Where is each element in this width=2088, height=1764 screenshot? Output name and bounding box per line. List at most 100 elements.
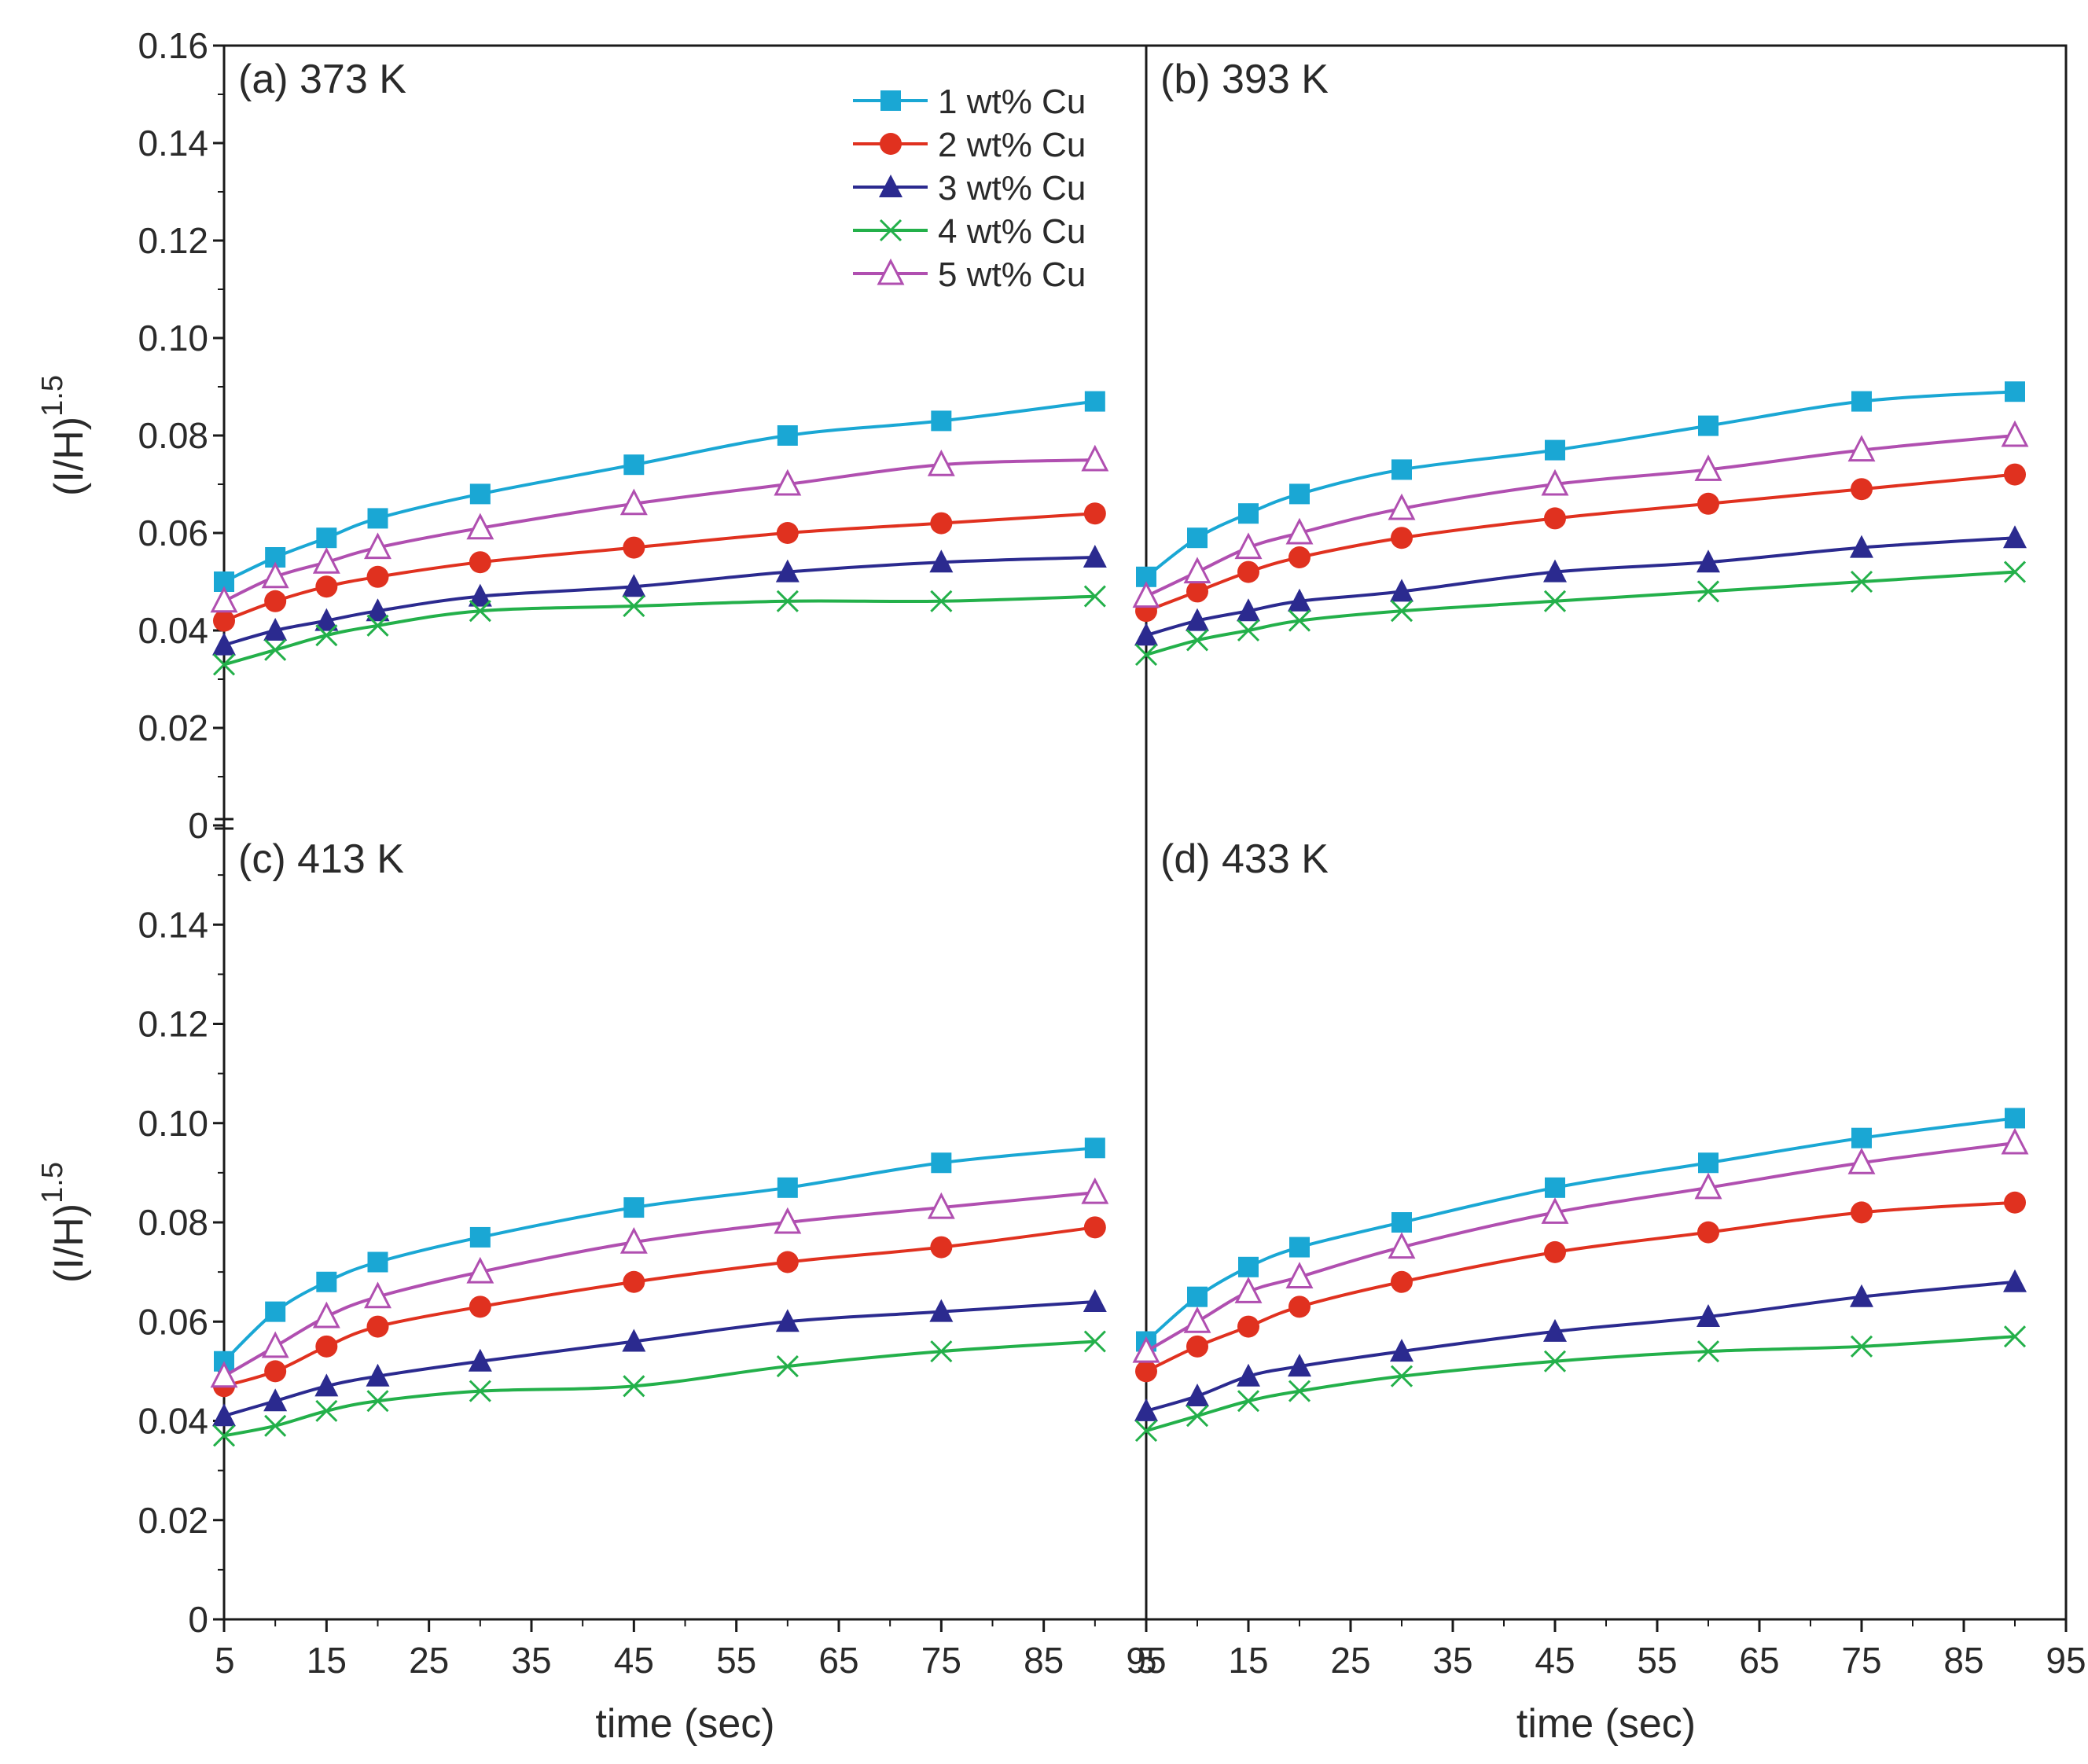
y-tick-label: 0.10: [138, 1103, 208, 1144]
data-point: [1083, 585, 1106, 608]
data-point: [1132, 1336, 1160, 1363]
data-point: [1237, 619, 1260, 642]
series-1-wt-cu: [214, 1137, 1105, 1372]
data-point: [777, 1177, 798, 1198]
data-point: [1390, 579, 1413, 602]
data-point: [776, 590, 799, 612]
data-point: [1696, 549, 1720, 573]
y-axis-title: (I/H)1.5: [36, 375, 92, 496]
data-point: [466, 1256, 494, 1284]
series-5-wt-cu: [1132, 1127, 2029, 1363]
data-point: [1696, 1340, 1720, 1363]
data-point: [1238, 1256, 1259, 1277]
data-point: [2003, 1269, 2027, 1292]
data-point: [1544, 507, 1566, 530]
data-point: [212, 653, 236, 676]
data-point: [619, 488, 648, 516]
data-point: [1285, 517, 1314, 545]
data-point: [316, 527, 337, 549]
data-point: [1134, 623, 1158, 646]
data-point: [1237, 560, 1259, 583]
axis-ticks: [213, 44, 2068, 1632]
y-tick-label: 0.06: [138, 513, 208, 553]
x-tick-label: 85: [1024, 1640, 1064, 1681]
data-point: [469, 1226, 491, 1248]
chart-frame: [215, 44, 2068, 1621]
x-tick-label: 65: [818, 1640, 858, 1681]
series-line: [1145, 1335, 2016, 1433]
data-point: [366, 565, 389, 588]
series-5-wt-cu: [1132, 420, 2029, 608]
data-point: [314, 1373, 339, 1397]
svg-text:(I/H)1.5: (I/H)1.5: [36, 375, 92, 496]
series-5-wt-cu: [210, 1177, 1109, 1388]
series-2-wt-cu: [213, 502, 1106, 632]
y-tick-label: 0.02: [138, 707, 208, 748]
y-axis-title-exp: 1.5: [36, 375, 69, 417]
data-point: [1186, 1383, 1209, 1406]
data-point: [213, 609, 235, 632]
data-point: [1847, 1147, 1876, 1174]
series-line: [1145, 472, 2016, 613]
data-point: [622, 1329, 646, 1352]
data-point: [364, 1281, 392, 1309]
data-point: [1081, 1177, 1109, 1204]
data-point: [1543, 1318, 1567, 1342]
data-point: [1698, 415, 1719, 436]
data-point: [1694, 454, 1722, 481]
data-point: [1850, 570, 1873, 594]
data-point: [1234, 1277, 1263, 1303]
data-point: [776, 522, 799, 544]
x-axis-title: time (sec): [595, 1701, 774, 1747]
series-2-wt-cu: [1135, 1191, 2026, 1383]
data-point: [774, 1207, 802, 1234]
data-point: [364, 532, 392, 560]
data-point: [1850, 1284, 1873, 1307]
x-tick-label: 5: [1137, 1640, 1157, 1681]
panel-label: (a) 373 K: [238, 57, 406, 102]
legend-entry: 1 wt% Cu: [853, 83, 1086, 121]
data-point: [1850, 1335, 1873, 1358]
series-5-wt-cu: [210, 444, 1109, 613]
data-point: [1134, 1420, 1158, 1442]
data-point: [1541, 1197, 1569, 1224]
data-point: [264, 638, 287, 661]
data-point: [623, 1270, 645, 1293]
series-line: [223, 512, 1095, 623]
data-point: [212, 1403, 236, 1427]
data-point: [1187, 527, 1208, 549]
data-point: [312, 1301, 340, 1329]
y-tick-label: 0.02: [138, 1500, 208, 1541]
data-point: [2005, 1108, 2025, 1129]
x-tick-label: 55: [716, 1640, 756, 1681]
x-tick-label: 5: [215, 1640, 235, 1681]
data-point: [1847, 435, 1876, 462]
data-point: [1391, 459, 1412, 480]
data-point: [1851, 1201, 1873, 1224]
data-point: [1694, 1172, 1722, 1200]
data-point: [1187, 1286, 1208, 1307]
data-point: [929, 549, 954, 573]
panel-b: [1132, 381, 2029, 667]
data-point: [623, 454, 645, 476]
x-tick-label: 95: [2046, 1640, 2086, 1681]
data-point: [366, 614, 389, 637]
legend-entry: 5 wt% Cu: [853, 255, 1086, 294]
data-point: [1288, 546, 1311, 568]
data-point: [264, 590, 287, 612]
data-point: [930, 1340, 953, 1363]
panel-a: [210, 391, 1109, 676]
y-tick-label: 0.16: [138, 25, 208, 66]
legend-entry: 4 wt% Cu: [853, 212, 1086, 251]
y-tick-label: 0.14: [138, 123, 208, 164]
data-point: [1391, 1270, 1413, 1293]
series-line: [1145, 1200, 2016, 1373]
data-point: [1237, 1315, 1259, 1338]
panel-label: (b) 393 K: [1160, 57, 1329, 102]
y-tick-label: 0.04: [138, 610, 208, 651]
data-point: [316, 1271, 337, 1292]
data-point: [2003, 560, 2027, 583]
data-point: [1543, 590, 1567, 612]
data-point: [929, 1299, 954, 1322]
data-point: [930, 1236, 953, 1259]
